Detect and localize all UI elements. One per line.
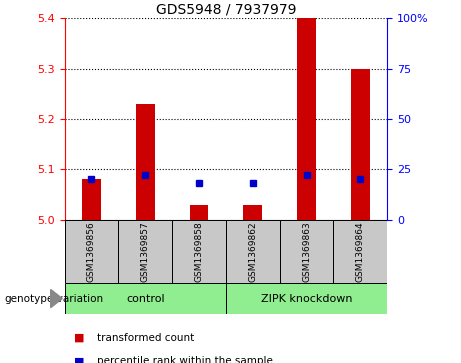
Bar xyxy=(118,220,172,283)
Bar xyxy=(65,220,118,283)
Bar xyxy=(136,104,154,220)
Bar xyxy=(65,283,226,314)
Text: GSM1369863: GSM1369863 xyxy=(302,221,311,282)
Text: GSM1369857: GSM1369857 xyxy=(141,221,150,282)
Bar xyxy=(226,220,280,283)
Text: GSM1369856: GSM1369856 xyxy=(87,221,96,282)
Text: ■: ■ xyxy=(74,356,84,363)
Bar xyxy=(189,204,208,220)
Text: genotype/variation: genotype/variation xyxy=(5,294,104,303)
Text: ■: ■ xyxy=(74,333,84,343)
Bar xyxy=(351,69,370,220)
Title: GDS5948 / 7937979: GDS5948 / 7937979 xyxy=(156,3,296,17)
Text: percentile rank within the sample: percentile rank within the sample xyxy=(97,356,273,363)
Bar xyxy=(226,283,387,314)
Text: GSM1369858: GSM1369858 xyxy=(195,221,203,282)
Bar xyxy=(280,220,333,283)
Text: transformed count: transformed count xyxy=(97,333,194,343)
Bar xyxy=(82,179,101,220)
Text: GSM1369864: GSM1369864 xyxy=(356,221,365,282)
Bar xyxy=(243,204,262,220)
Text: GSM1369862: GSM1369862 xyxy=(248,221,257,282)
Bar xyxy=(297,18,316,220)
Bar xyxy=(172,220,226,283)
Text: ZIPK knockdown: ZIPK knockdown xyxy=(261,294,352,303)
Text: control: control xyxy=(126,294,165,303)
Bar xyxy=(333,220,387,283)
